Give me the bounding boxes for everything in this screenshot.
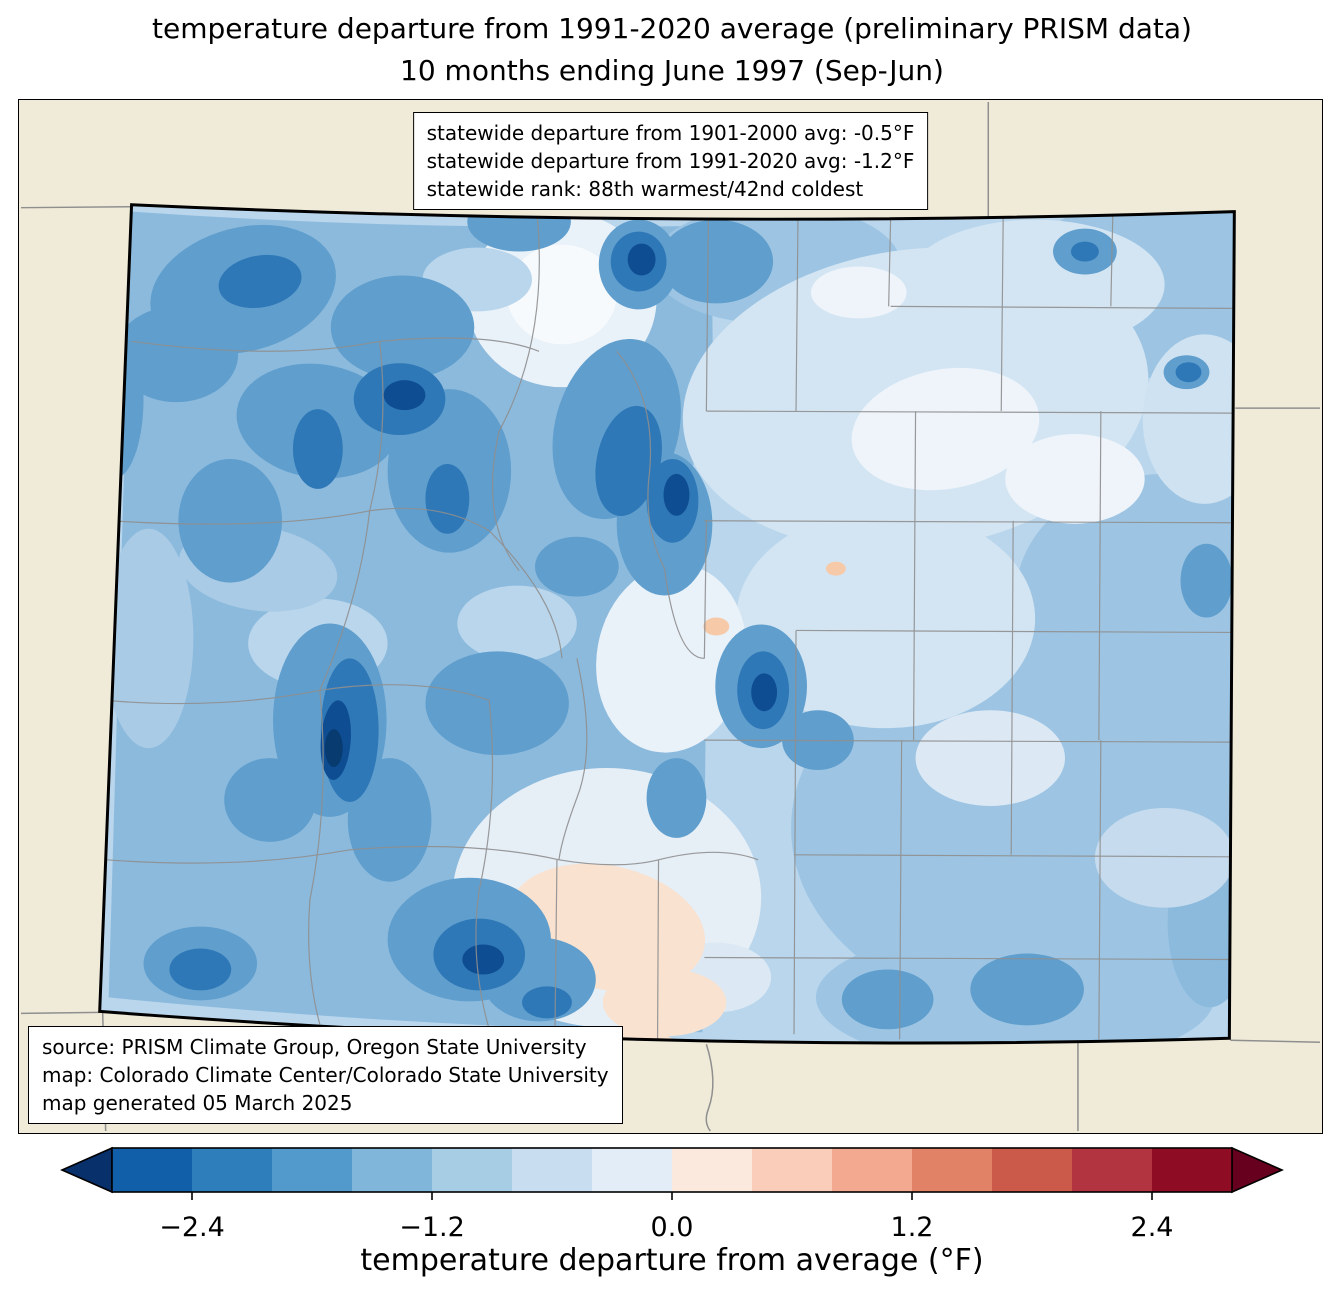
colorbar-segment bbox=[352, 1148, 433, 1192]
colorbar-tick-label: −2.4 bbox=[159, 1212, 225, 1243]
temperature-field bbox=[99, 204, 1235, 1043]
colorbar-segment bbox=[432, 1148, 513, 1192]
colorbar-tick-label: 0.0 bbox=[651, 1212, 694, 1243]
stats-line-1901-2000: statewide departure from 1901-2000 avg: … bbox=[426, 121, 915, 145]
colorbar-segment bbox=[112, 1148, 193, 1192]
colorbar-segment bbox=[1152, 1148, 1233, 1192]
colorbar-segment bbox=[1072, 1148, 1153, 1192]
county-boundaries bbox=[104, 213, 1234, 1040]
colorbar-segment bbox=[992, 1148, 1073, 1192]
colorbar-tick-label: −1.2 bbox=[399, 1212, 465, 1243]
colorbar: −2.4 −1.2 0.0 1.2 2.4 bbox=[0, 1140, 1344, 1250]
source-line: source: PRISM Climate Group, Oregon Stat… bbox=[42, 1035, 587, 1059]
colorbar-segment bbox=[192, 1148, 273, 1192]
colorbar-under-arrow bbox=[60, 1146, 113, 1194]
figure-title-line1: temperature departure from 1991-2020 ave… bbox=[152, 12, 1192, 45]
source-attribution-box: source: PRISM Climate Group, Oregon Stat… bbox=[28, 1026, 623, 1124]
colorbar-segment bbox=[672, 1148, 753, 1192]
stats-line-1991-2020: statewide departure from 1991-2020 avg: … bbox=[426, 149, 915, 173]
colorbar-axis-label: temperature departure from average (°F) bbox=[360, 1243, 984, 1278]
colorbar-tick-label: 1.2 bbox=[891, 1212, 934, 1243]
map-plot-area: statewide departure from 1901-2000 avg: … bbox=[18, 99, 1323, 1134]
colorbar-tick-label: 2.4 bbox=[1131, 1212, 1174, 1243]
stats-line-rank: statewide rank: 88th warmest/42nd coldes… bbox=[426, 177, 864, 201]
colorbar-segment bbox=[912, 1148, 993, 1192]
colorbar-over-arrow bbox=[1231, 1146, 1284, 1194]
colorbar-segment bbox=[752, 1148, 833, 1192]
colorbar-segment bbox=[512, 1148, 593, 1192]
generated-date-line: map generated 05 March 2025 bbox=[42, 1091, 353, 1115]
figure-title-line2: 10 months ending June 1997 (Sep-Jun) bbox=[400, 54, 944, 87]
map-credit-line: map: Colorado Climate Center/Colorado St… bbox=[42, 1063, 609, 1087]
colorado-temperature-map bbox=[20, 101, 1321, 1132]
colorbar-segment bbox=[592, 1148, 673, 1192]
colorbar-segment bbox=[832, 1148, 913, 1192]
statewide-stats-box: statewide departure from 1901-2000 avg: … bbox=[412, 112, 929, 210]
colorbar-svg: −2.4 −1.2 0.0 1.2 2.4 bbox=[60, 1146, 1284, 1243]
colorbar-segment bbox=[272, 1148, 353, 1192]
